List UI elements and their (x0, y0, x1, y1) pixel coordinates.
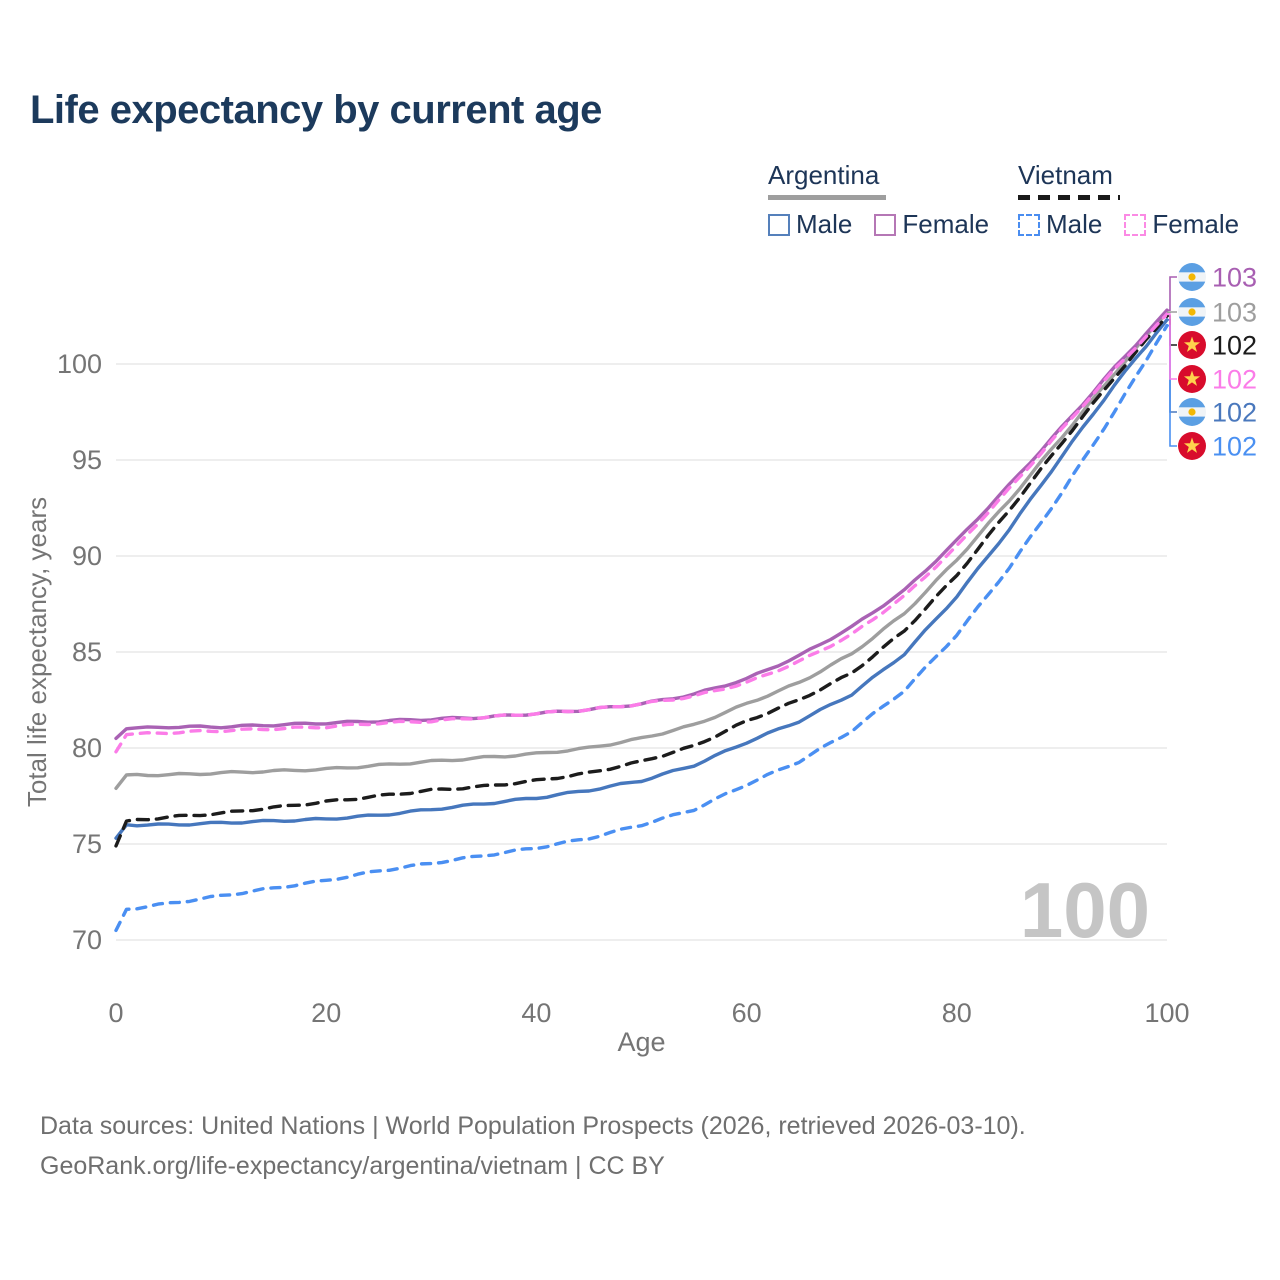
legend-label: Female (902, 209, 990, 239)
y-tick-75: 75 (72, 829, 102, 859)
x-tick-20: 20 (311, 998, 341, 1028)
legend-country-vietnam: Vietnam (1018, 160, 1113, 190)
vietnam-flag-icon (1178, 432, 1206, 460)
series-line-argentina-both (114, 310, 1169, 790)
argentina-line-swatch (768, 195, 886, 200)
end-value-label-argentina-female: 103 (1212, 263, 1257, 293)
data-sources-line: Data sources: United Nations | World Pop… (40, 1112, 1026, 1140)
x-axis-label: Age (617, 1027, 665, 1057)
page-title: Life expectancy by current age (30, 88, 602, 132)
end-value-label-vietnam-female: 102 (1212, 365, 1257, 395)
legend-label: Male (1046, 209, 1103, 239)
y-tick-85: 85 (72, 637, 102, 667)
end-value-label-argentina-both: 103 (1212, 298, 1257, 328)
legend-item-argentina-male[interactable]: Male (768, 209, 852, 240)
series-line-vietnam-both (114, 314, 1169, 848)
argentina-male-checkbox[interactable] (768, 213, 790, 236)
legend-group-vietnam: Vietnam Male Female (1018, 160, 1239, 240)
x-tick-60: 60 (732, 998, 762, 1028)
end-value-label-vietnam-both: 102 (1212, 331, 1257, 361)
watermark-100: 100 (1020, 866, 1150, 954)
license-line: GeoRank.org/life-expectancy/argentina/vi… (40, 1152, 665, 1180)
y-axis-label: Total life expectancy, years (22, 497, 52, 807)
legend-label: Male (796, 209, 853, 239)
y-tick-100: 100 (57, 349, 102, 379)
vietnam-male-checkbox[interactable] (1018, 213, 1040, 236)
y-tick-70: 70 (72, 925, 102, 955)
x-tick-0: 0 (108, 998, 123, 1028)
legend-item-vietnam-female[interactable]: Female (1124, 209, 1239, 240)
end-label-connector (1167, 319, 1177, 413)
y-tick-95: 95 (72, 445, 102, 475)
vietnam-female-checkbox[interactable] (1124, 213, 1147, 236)
x-tick-40: 40 (521, 998, 551, 1028)
end-label-connector (1167, 324, 1177, 447)
argentina-flag-icon (1178, 398, 1206, 426)
source-attribution: Data sources: United Nations | World Pop… (40, 1106, 1026, 1186)
end-value-label-argentina-male: 102 (1212, 398, 1257, 428)
legend-country-argentina: Argentina (768, 160, 880, 190)
argentina-flag-icon (1178, 298, 1206, 326)
y-tick-80: 80 (72, 733, 102, 763)
end-label-connector (1167, 313, 1177, 380)
legend-item-argentina-female[interactable]: Female (874, 209, 989, 240)
vietnam-flag-icon (1178, 331, 1206, 359)
argentina-female-checkbox[interactable] (874, 213, 897, 236)
vietnam-flag-icon (1178, 365, 1206, 393)
series-line-vietnam-male (114, 323, 1169, 933)
legend-group-argentina: Argentina Male Female (768, 160, 989, 240)
x-tick-80: 80 (942, 998, 972, 1028)
argentina-flag-icon (1178, 263, 1206, 291)
x-tick-100: 100 (1144, 998, 1189, 1028)
series-line-argentina-female (114, 308, 1169, 741)
end-label-connector (1167, 276, 1177, 311)
series-line-argentina-male (114, 318, 1169, 840)
vietnam-line-swatch (1018, 195, 1120, 200)
series-line-vietnam-female (114, 312, 1169, 754)
legend-label: Female (1152, 209, 1240, 239)
end-value-label-vietnam-male: 102 (1212, 432, 1257, 462)
y-tick-90: 90 (72, 541, 102, 571)
legend-item-vietnam-male[interactable]: Male (1018, 209, 1102, 240)
